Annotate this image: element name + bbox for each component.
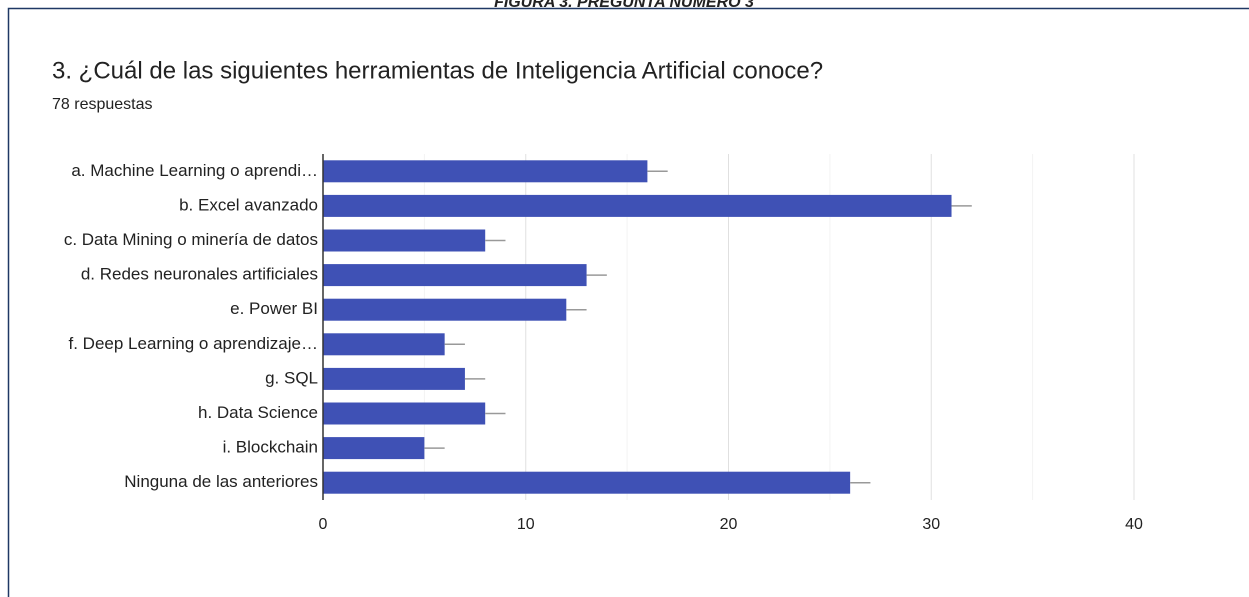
bar xyxy=(323,229,486,252)
caption: FIGURA 3. PREGUNTA NÚMERO 3 xyxy=(494,0,754,11)
y-tick-label: Ninguna de las anteriores xyxy=(124,472,318,491)
y-tick-label: c. Data Mining o minería de datos xyxy=(64,230,318,249)
x-tick-label: 20 xyxy=(720,516,738,533)
y-tick-label: g. SQL xyxy=(265,368,318,387)
chart-title: 3. ¿Cuál de las siguientes herramientas … xyxy=(52,57,823,84)
x-tick-label: 0 xyxy=(319,516,328,533)
y-tick-label: b. Excel avanzado xyxy=(179,195,318,214)
bar xyxy=(323,402,486,425)
bar xyxy=(323,298,567,321)
frame xyxy=(7,7,1249,597)
x-tick-label: 10 xyxy=(517,516,535,533)
chart-subtitle: 78 respuestas xyxy=(52,96,153,113)
bar xyxy=(323,194,952,217)
y-tick-label: a. Machine Learning o aprendi… xyxy=(71,161,318,180)
y-tick-label: f. Deep Learning o aprendizaje… xyxy=(69,334,319,353)
bar xyxy=(323,333,445,356)
bar xyxy=(323,471,851,494)
bar xyxy=(323,437,425,460)
y-tick-label: d. Redes neuronales artificiales xyxy=(81,265,318,284)
bar xyxy=(323,264,587,287)
bar xyxy=(323,367,465,390)
x-tick-label: 40 xyxy=(1125,516,1143,533)
bar xyxy=(323,160,648,183)
x-tick-label: 30 xyxy=(922,516,940,533)
y-tick-label: h. Data Science xyxy=(198,403,318,422)
y-tick-label: i. Blockchain xyxy=(223,438,318,457)
y-tick-label: e. Power BI xyxy=(230,299,318,318)
